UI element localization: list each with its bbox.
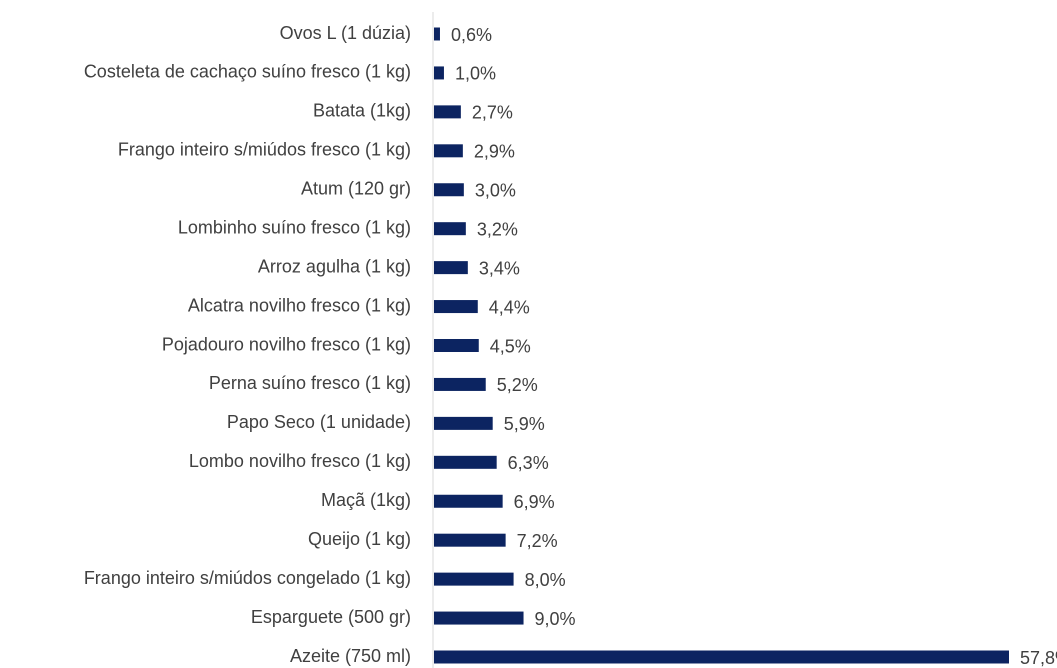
bar	[434, 27, 440, 41]
category-label: Atum (120 gr)	[301, 179, 411, 199]
bar	[434, 222, 466, 236]
bar	[434, 66, 444, 80]
value-label: 4,4%	[489, 297, 530, 317]
bar	[434, 105, 461, 119]
value-label: 0,6%	[451, 25, 492, 45]
bar	[434, 261, 468, 275]
category-label: Frango inteiro s/miúdos fresco (1 kg)	[118, 140, 411, 160]
category-label: Ovos L (1 dúzia)	[280, 23, 411, 43]
bar	[434, 183, 464, 197]
value-label: 3,0%	[475, 181, 516, 201]
category-label: Alcatra novilho fresco (1 kg)	[188, 295, 411, 315]
value-label: 6,9%	[514, 492, 555, 512]
value-label: 5,9%	[504, 414, 545, 434]
value-label: 4,5%	[490, 336, 531, 356]
bar	[434, 572, 514, 586]
value-label: 6,3%	[508, 453, 549, 473]
bar	[434, 339, 479, 352]
category-label: Esparguete (500 gr)	[251, 607, 411, 627]
category-label: Perna suíno fresco (1 kg)	[209, 373, 411, 393]
value-label: 1,0%	[455, 64, 496, 84]
category-label: Arroz agulha (1 kg)	[258, 256, 411, 276]
bar	[434, 494, 503, 508]
value-label: 2,9%	[474, 142, 515, 162]
bar	[434, 455, 497, 469]
category-label: Pojadouro novilho fresco (1 kg)	[162, 334, 411, 354]
value-label: 5,2%	[497, 375, 538, 395]
bar	[434, 300, 478, 314]
category-label: Costeleta de cachaço suíno fresco (1 kg)	[84, 62, 411, 82]
category-label: Lombo novilho fresco (1 kg)	[189, 451, 411, 471]
bar	[434, 650, 1009, 664]
value-label: 57,8%	[1020, 648, 1057, 668]
category-label: Frango inteiro s/miúdos congelado (1 kg)	[84, 568, 411, 588]
category-label: Azeite (750 ml)	[290, 646, 411, 666]
value-label: 7,2%	[517, 531, 558, 551]
bar	[434, 416, 493, 430]
value-label: 9,0%	[535, 609, 576, 629]
category-label: Queijo (1 kg)	[308, 529, 411, 549]
value-label: 8,0%	[525, 570, 566, 590]
bar	[434, 533, 506, 547]
category-label: Papo Seco (1 unidade)	[227, 412, 411, 432]
bar	[434, 377, 486, 391]
category-label: Lombinho suíno fresco (1 kg)	[178, 217, 411, 237]
value-label: 3,2%	[477, 219, 518, 239]
category-label: Maçã (1kg)	[321, 490, 411, 510]
value-label: 2,7%	[472, 103, 513, 123]
value-label: 3,4%	[479, 258, 520, 278]
category-label: Batata (1kg)	[313, 101, 411, 121]
bar	[434, 611, 524, 625]
bar	[434, 144, 463, 158]
